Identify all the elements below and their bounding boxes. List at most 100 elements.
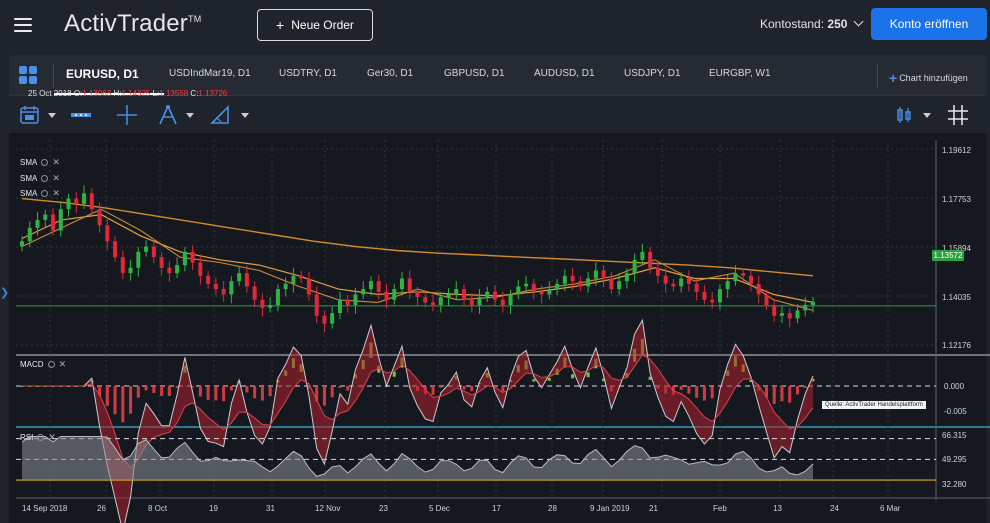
candle	[469, 299, 474, 306]
sma-indicator-label: SMA ✕	[20, 188, 60, 198]
candle	[376, 281, 381, 292]
macd-histogram-bar	[260, 386, 264, 401]
candle	[578, 281, 583, 287]
macd-histogram-bar	[229, 386, 233, 391]
candle	[624, 273, 629, 282]
add-chart-button[interactable]: + Chart hinzufügen	[889, 70, 968, 86]
macd-histogram-bar	[795, 386, 799, 395]
chart-type-icon[interactable]	[69, 104, 93, 126]
settings-gear-icon[interactable]	[41, 159, 49, 166]
menu-icon[interactable]	[14, 18, 32, 32]
tab-usdjpy[interactable]: USDJPY, D1	[624, 68, 681, 79]
rsi-line	[21, 436, 814, 477]
candle	[655, 267, 660, 276]
candle	[159, 257, 164, 268]
drawing-caret-icon[interactable]	[186, 113, 194, 118]
candle	[392, 289, 397, 300]
tab-audusd[interactable]: AUDUSD, D1	[534, 68, 595, 79]
rsi-indicator-label: RSI ✕	[20, 432, 56, 442]
macd-histogram-bar	[338, 386, 342, 388]
settings-gear-icon[interactable]	[37, 434, 45, 441]
macd-axis-label: 0.000	[944, 382, 965, 391]
calendar-icon[interactable]	[19, 104, 41, 126]
tab-usdtry[interactable]: USDTRY, D1	[279, 68, 337, 79]
sma-indicator-label: SMA ✕	[20, 173, 60, 183]
candle	[27, 227, 32, 242]
close-icon[interactable]: ✕	[52, 173, 60, 183]
close-icon[interactable]: ✕	[52, 188, 60, 198]
rsi-axis-label: 49.295	[942, 455, 967, 464]
time-axis-label: 12 Nov	[315, 504, 341, 513]
candle	[764, 294, 769, 306]
candle	[330, 313, 335, 324]
candle	[547, 289, 552, 295]
time-axis-label: 23	[379, 504, 388, 513]
tab-usdindmar19[interactable]: USDIndMar19, D1	[169, 68, 251, 79]
time-axis-label: 24	[830, 504, 839, 513]
candle	[229, 281, 234, 295]
candle	[51, 214, 56, 231]
close-icon[interactable]: ✕	[58, 359, 67, 369]
candle	[306, 278, 311, 295]
macd-histogram-bar	[330, 386, 334, 398]
candle	[500, 299, 505, 306]
tab-eurusd[interactable]: EURUSD, D1	[66, 67, 139, 81]
candle	[82, 193, 87, 204]
candle	[384, 291, 389, 300]
candle	[601, 270, 606, 279]
candle	[446, 294, 451, 298]
calendar-caret-icon[interactable]	[48, 113, 56, 118]
scroll-left-icon[interactable]: ❯	[0, 287, 10, 299]
tab-gbpusd[interactable]: GBPUSD, D1	[444, 68, 505, 79]
settings-gear-icon[interactable]	[41, 190, 49, 197]
candle	[539, 291, 544, 295]
candle	[105, 225, 110, 242]
grid-toggle-icon[interactable]	[947, 104, 969, 126]
macd-histogram-bar	[136, 386, 140, 398]
candle	[399, 278, 404, 290]
candle	[493, 291, 498, 300]
close-icon[interactable]: ✕	[48, 432, 56, 442]
candle	[756, 283, 761, 295]
candle	[609, 278, 614, 290]
candle	[35, 219, 40, 228]
rsi-axis-label: 66.315	[942, 431, 967, 440]
macd-histogram-bar	[695, 386, 699, 398]
candle	[283, 283, 288, 290]
current-price-tag: 1.13572	[932, 250, 964, 261]
sma-long-line	[21, 197, 814, 277]
candle	[407, 278, 412, 292]
macd-histogram-bar	[764, 386, 768, 398]
candle	[221, 289, 226, 295]
candle	[322, 315, 327, 324]
candle	[570, 275, 575, 282]
candle	[671, 283, 676, 287]
candle	[485, 291, 490, 298]
macd-histogram-bar	[772, 386, 776, 404]
close-icon[interactable]: ✕	[52, 157, 60, 167]
candle	[772, 305, 777, 316]
macd-histogram-bar	[113, 386, 117, 415]
settings-gear-icon[interactable]	[47, 361, 55, 368]
ruler-caret-icon[interactable]	[241, 113, 249, 118]
candle	[593, 270, 598, 279]
new-order-button[interactable]: + Neue Order	[257, 9, 373, 41]
layout-grid-icon[interactable]	[19, 66, 37, 84]
macd-histogram-bar	[462, 386, 466, 390]
macd-histogram-bar	[105, 386, 109, 406]
open-account-button[interactable]: Konto eröffnen	[871, 8, 987, 40]
account-balance-dropdown[interactable]: Kontostand: 250	[760, 16, 864, 31]
macd-line	[22, 318, 814, 523]
tab-eurgbp[interactable]: EURGBP, W1	[709, 68, 771, 79]
ruler-icon[interactable]	[209, 104, 231, 126]
candle-caret-icon[interactable]	[923, 113, 931, 118]
drawing-tools-icon[interactable]	[157, 104, 179, 126]
tab-ger30[interactable]: Ger30, D1	[367, 68, 414, 79]
candle	[237, 273, 242, 282]
crosshair-icon[interactable]	[116, 104, 138, 126]
plus-icon: +	[889, 70, 898, 86]
settings-gear-icon[interactable]	[41, 175, 49, 182]
macd-histogram-bar	[214, 386, 218, 401]
candle-style-icon[interactable]	[895, 104, 913, 126]
